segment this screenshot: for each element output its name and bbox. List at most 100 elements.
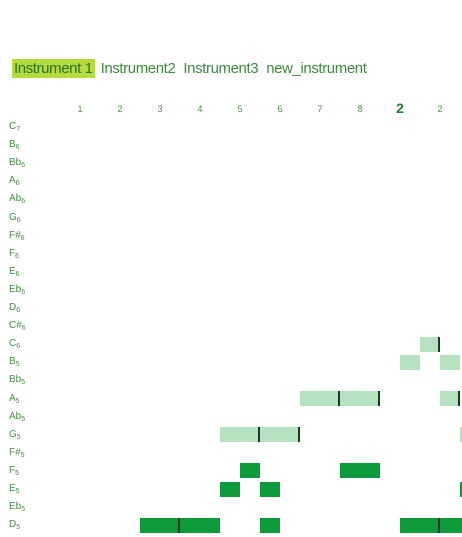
pitch-octave: 6	[16, 216, 21, 224]
pitch-name: Eb	[9, 283, 22, 295]
beat-number: 2	[437, 104, 443, 114]
note-block[interactable]	[240, 463, 260, 479]
pitch-name: F#	[9, 229, 21, 241]
pitch-label: G6	[9, 209, 21, 227]
note-block[interactable]	[220, 481, 240, 497]
beat-number: 7	[317, 104, 323, 114]
note-block[interactable]	[140, 517, 180, 533]
note-block[interactable]	[260, 517, 280, 533]
note-resize-handle[interactable]	[258, 427, 260, 443]
pitch-octave: 5	[21, 415, 26, 423]
pitch-octave: 6	[20, 234, 25, 242]
pitch-octave: 5	[15, 397, 20, 405]
pitch-label: F#5	[9, 444, 25, 462]
note-block[interactable]	[420, 336, 440, 352]
pitch-label: B5	[9, 353, 20, 371]
pitch-octave: 6	[21, 325, 26, 333]
pitch-name: F	[9, 247, 16, 259]
note-resize-handle[interactable]	[438, 336, 440, 352]
pitch-label: Bb6	[9, 154, 25, 172]
pitch-octave: 6	[21, 198, 26, 206]
pitch-name: G	[9, 428, 17, 440]
pitch-octave: 6	[21, 288, 26, 296]
note-resize-handle[interactable]	[338, 391, 340, 406]
pitch-label: C#6	[9, 317, 26, 335]
pitch-name: D	[9, 519, 17, 531]
beat-number: 2	[396, 100, 404, 116]
pitch-label: Ab6	[9, 190, 25, 208]
tab-instrument-3[interactable]: Instrument3	[183, 59, 259, 77]
pitch-name: Bb	[9, 157, 22, 169]
note-block[interactable]	[340, 463, 380, 479]
note-resize-handle[interactable]	[458, 391, 460, 406]
pitch-name: Ab	[9, 193, 22, 205]
beat-number: 5	[237, 104, 243, 114]
pitch-label: D5	[9, 516, 20, 534]
pitch-name: B	[9, 356, 16, 368]
pitch-name: A	[9, 392, 16, 404]
pitch-label: A6	[9, 172, 20, 190]
pitch-label: Ab5	[9, 408, 25, 426]
beat-number: 8	[357, 104, 363, 114]
pitch-octave: 5	[15, 469, 20, 477]
pitch-name: Bb	[9, 374, 22, 386]
beat-number: 1	[77, 104, 83, 114]
pitch-label: C6	[9, 335, 20, 353]
beat-number: 2	[117, 104, 123, 114]
note-block[interactable]	[440, 354, 460, 370]
pitch-octave: 6	[15, 144, 20, 152]
note-block[interactable]	[460, 481, 462, 497]
pitch-name: E	[9, 483, 16, 494]
pitch-octave: 6	[15, 180, 20, 188]
beat-number: 3	[157, 104, 163, 114]
note-block[interactable]	[460, 427, 462, 443]
pitch-octave: 6	[16, 307, 21, 314]
note-resize-handle[interactable]	[438, 517, 440, 533]
pitch-octave: 6	[15, 270, 20, 278]
pitch-label: E6	[9, 263, 20, 281]
pitch-name: D	[9, 302, 17, 313]
note-block[interactable]	[180, 517, 220, 533]
note-block[interactable]	[440, 517, 462, 533]
beat-number: 6	[277, 104, 283, 114]
pitch-octave: 5	[21, 506, 26, 514]
tab-instrument-2[interactable]: Instrument2	[100, 59, 176, 77]
pitch-label: G5	[9, 426, 21, 444]
note-block[interactable]	[260, 481, 280, 497]
pitch-octave: 6	[21, 162, 26, 170]
pitch-name: C#	[9, 320, 22, 332]
pitch-label: A5	[9, 390, 20, 408]
note-block[interactable]	[340, 391, 380, 406]
pitch-octave: 5	[15, 361, 20, 369]
pitch-label: E5	[9, 480, 20, 498]
pitch-label: Bb5	[9, 371, 25, 389]
pitch-name: C	[9, 338, 17, 350]
note-block[interactable]	[440, 391, 460, 406]
instrument-tabs: Instrument 1 Instrument2 Instrument3 new_in…	[12, 58, 373, 78]
pitch-name: E	[9, 265, 16, 277]
pitch-octave: 5	[16, 433, 21, 441]
note-block[interactable]	[400, 354, 420, 370]
pitch-name: Ab	[9, 410, 22, 422]
note-block[interactable]	[400, 517, 440, 533]
pitch-octave: 5	[15, 488, 20, 495]
pitch-name: F	[9, 464, 16, 476]
pitch-name: C	[9, 121, 17, 132]
note-block[interactable]	[300, 391, 340, 406]
pitch-label: B6	[9, 136, 20, 154]
note-resize-handle[interactable]	[378, 391, 380, 406]
note-block[interactable]	[260, 427, 300, 443]
note-block[interactable]	[220, 427, 260, 443]
pitch-octave: 6	[15, 252, 20, 260]
pitch-label: Eb5	[9, 498, 25, 516]
pitch-octave: 5	[16, 524, 21, 532]
pitch-octave: 5	[20, 451, 25, 459]
note-resize-handle[interactable]	[298, 427, 300, 443]
note-resize-handle[interactable]	[178, 517, 180, 533]
tab-instrument-4[interactable]: new_instrument	[266, 59, 367, 77]
tab-instrument-1[interactable]: Instrument 1	[12, 58, 95, 78]
pitch-octave: 5	[21, 379, 26, 387]
pitch-label: F6	[9, 245, 19, 263]
pitch-octave: 6	[16, 343, 21, 351]
